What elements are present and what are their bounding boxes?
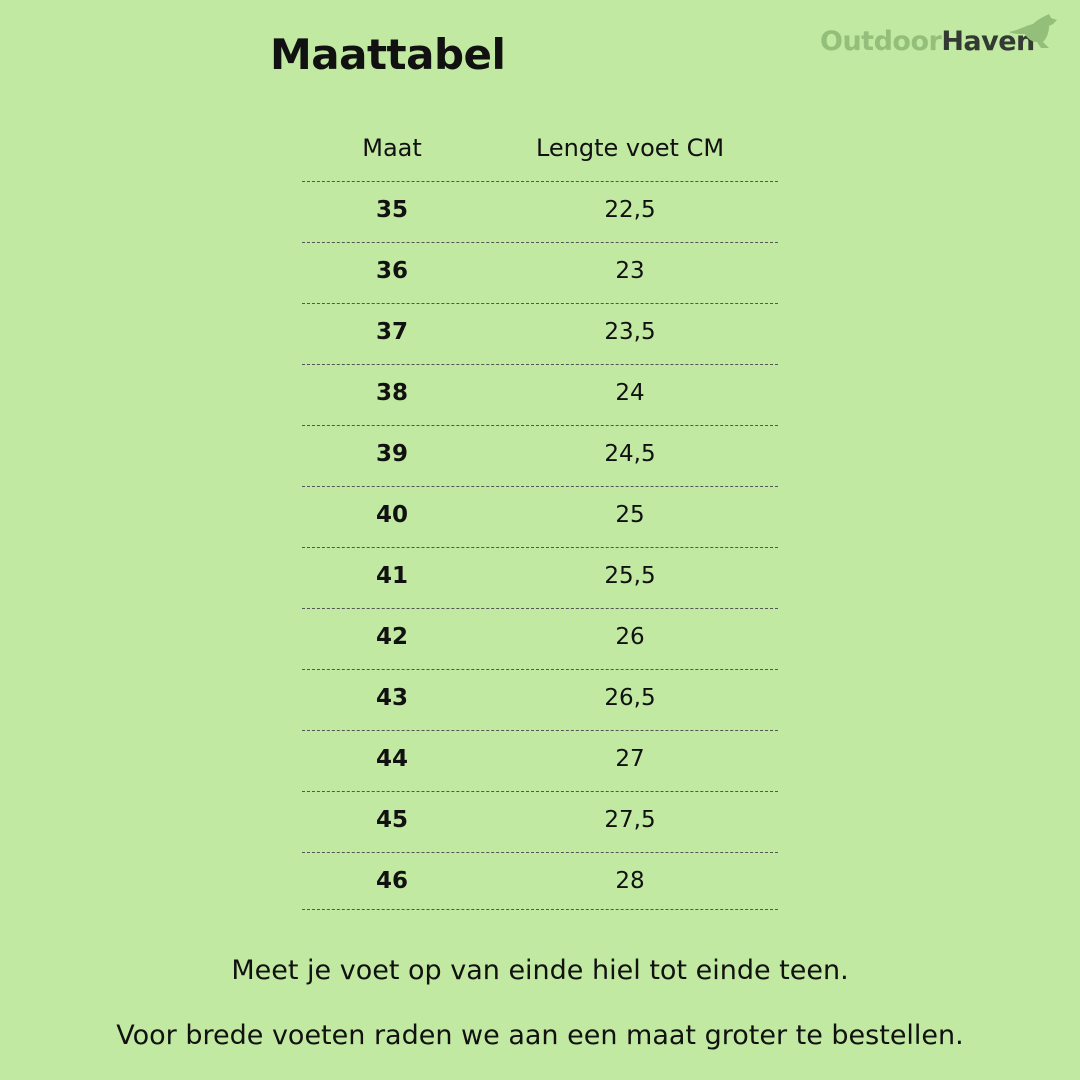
size-cell: 38 [375, 380, 409, 406]
size-cell: 40 [375, 502, 409, 528]
size-cell: 44 [375, 746, 409, 772]
table-row: 43 26,5 [302, 669, 778, 730]
table-row: 42 26 [302, 608, 778, 669]
table-row: 38 24 [302, 364, 778, 425]
length-cell: 26 [615, 624, 645, 650]
table-row: 40 25 [302, 486, 778, 547]
table-row: 45 27,5 [302, 791, 778, 852]
page-title: Maattabel [270, 30, 506, 79]
length-cell: 25 [615, 502, 645, 528]
length-cell: 25,5 [604, 563, 656, 589]
size-cell: 46 [375, 868, 409, 894]
table-header: Maat Lengte voet CM [302, 130, 778, 181]
logo: OutdoorHaven [820, 14, 1060, 66]
length-cell: 24 [615, 380, 645, 406]
length-cell: 23 [615, 258, 645, 284]
kangaroo-icon [1009, 14, 1057, 48]
table-row: 41 25,5 [302, 547, 778, 608]
size-cell: 37 [375, 319, 409, 345]
logo-text-outdoor: Outdoor [820, 26, 942, 57]
note-measure: Meet je voet op van einde hiel tot einde… [231, 955, 849, 986]
size-cell: 36 [375, 258, 409, 284]
length-cell: 23,5 [604, 319, 656, 345]
table-row: 35 22,5 [302, 181, 778, 242]
header-maat: Maat [362, 134, 422, 162]
size-cell: 45 [375, 807, 409, 833]
size-cell: 35 [375, 197, 409, 223]
length-cell: 22,5 [604, 197, 656, 223]
table-row: 36 23 [302, 242, 778, 303]
length-cell: 27,5 [604, 807, 656, 833]
size-table: Maat Lengte voet CM 35 22,5 36 23 37 23,5 38 24… [302, 130, 778, 910]
size-cell: 42 [375, 624, 409, 650]
length-cell: 27 [615, 746, 645, 772]
note-wide-feet: Voor brede voeten raden we aan een maat … [116, 1020, 964, 1051]
size-cell: 41 [375, 563, 409, 589]
length-cell: 28 [615, 868, 645, 894]
table-row: 46 28 [302, 852, 778, 910]
length-cell: 26,5 [604, 685, 656, 711]
length-cell: 24,5 [604, 441, 656, 467]
table-row: 39 24,5 [302, 425, 778, 486]
size-cell: 43 [375, 685, 409, 711]
header-lengte: Lengte voet CM [535, 134, 725, 162]
size-cell: 39 [375, 441, 409, 467]
table-row: 44 27 [302, 730, 778, 791]
table-row: 37 23,5 [302, 303, 778, 364]
